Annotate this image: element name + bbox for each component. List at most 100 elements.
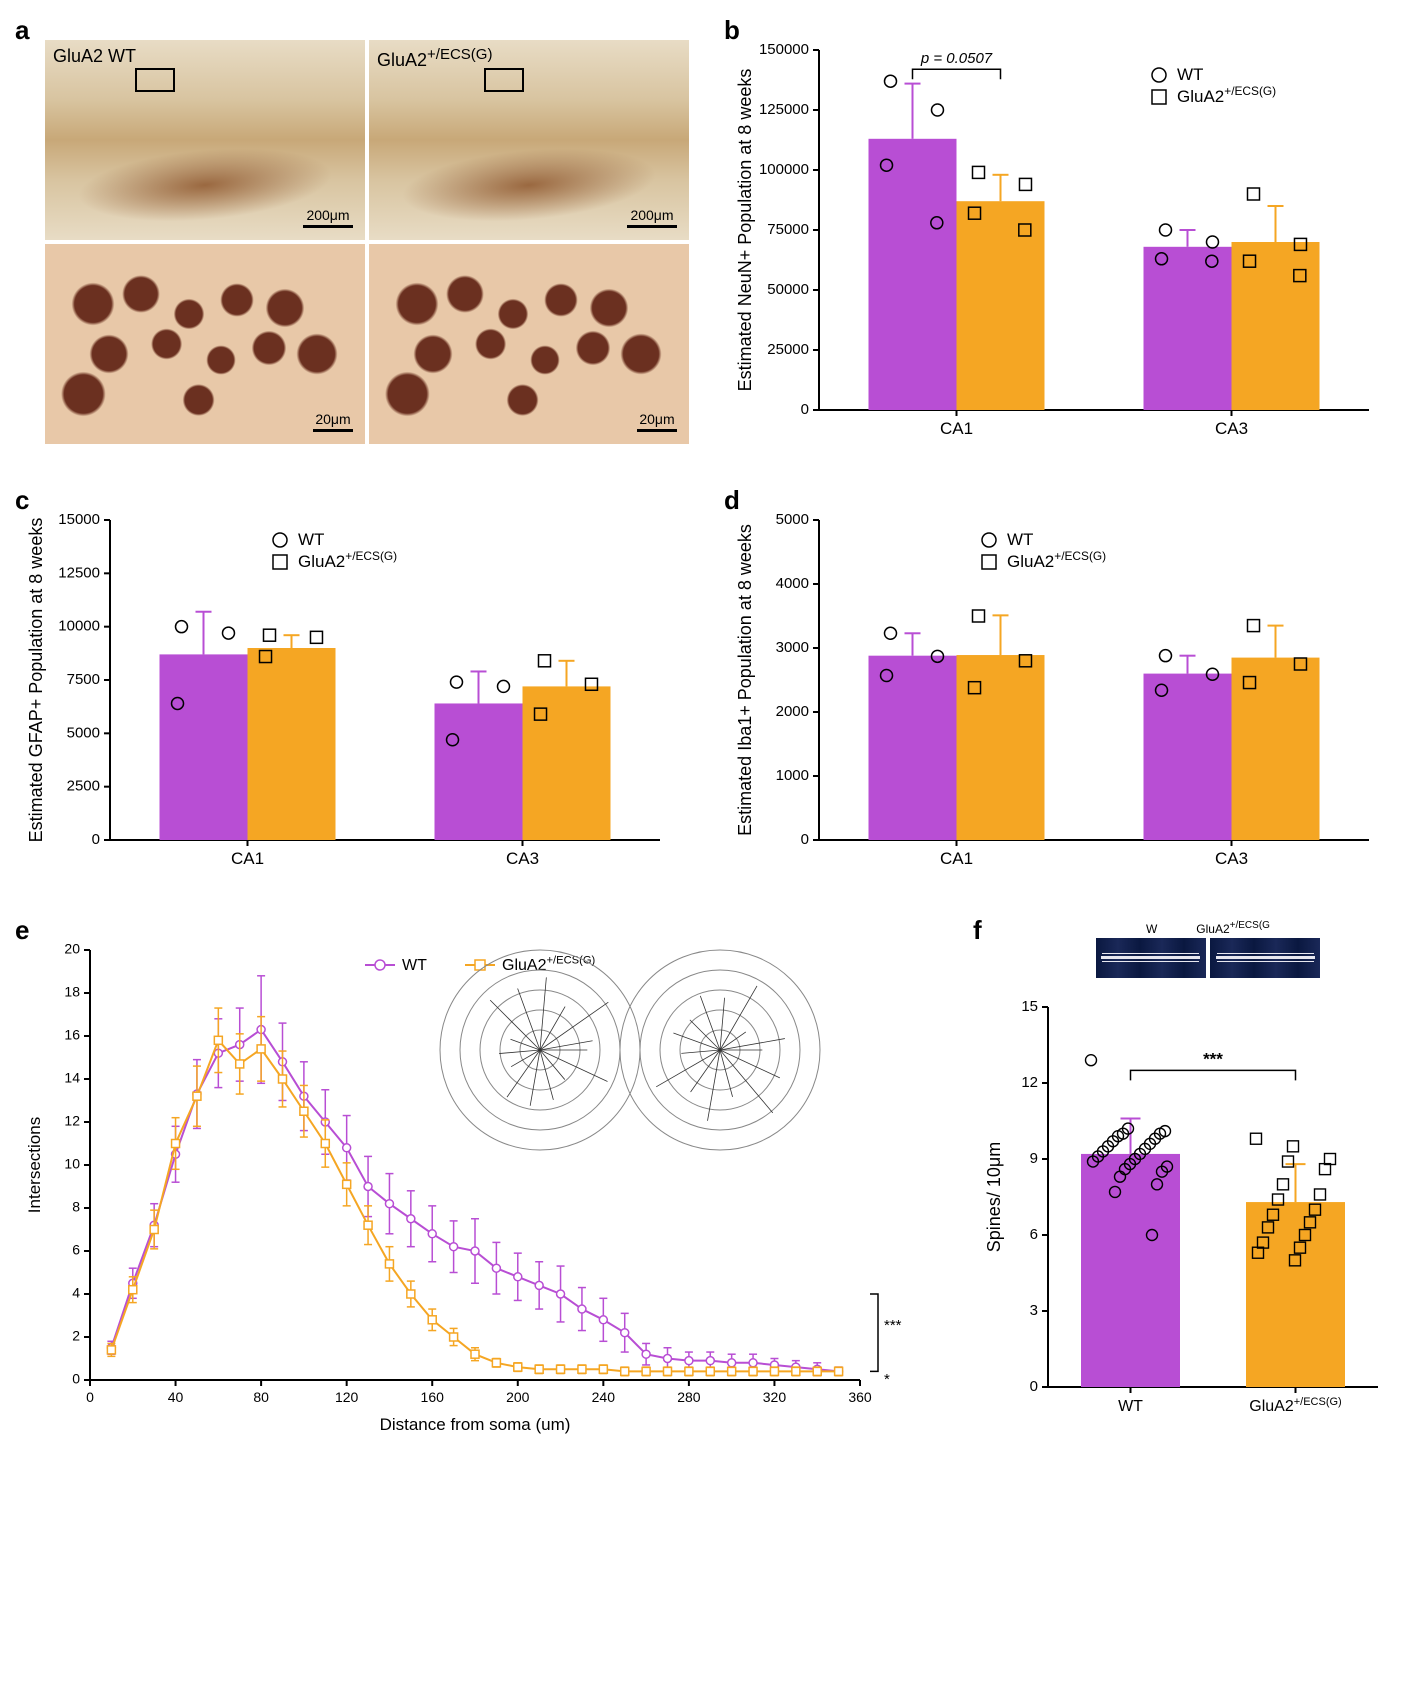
svg-text:***: *** <box>1203 1049 1223 1068</box>
svg-text:WT: WT <box>1118 1398 1143 1415</box>
svg-text:50000: 50000 <box>767 281 809 298</box>
svg-text:CA3: CA3 <box>506 849 539 868</box>
chart-e: 0246810121416182004080120160200240280320… <box>20 920 920 1440</box>
svg-text:0: 0 <box>92 831 100 848</box>
svg-text:280: 280 <box>677 1389 701 1405</box>
svg-text:GluA2+/ECS(G): GluA2+/ECS(G) <box>1007 549 1106 571</box>
dendrite-img-wt <box>1096 938 1206 978</box>
panel-c-label: c <box>15 485 29 516</box>
dendrite-label-wt: W <box>1146 922 1157 936</box>
panel-e: e 02468101214161820040801201602002402803… <box>20 920 938 1440</box>
svg-text:WT: WT <box>402 957 427 974</box>
panel-a-label: a <box>15 15 29 46</box>
svg-text:GluA2+/ECS(G): GluA2+/ECS(G) <box>1249 1396 1341 1415</box>
svg-text:CA3: CA3 <box>1215 849 1248 868</box>
panel-f-label: f <box>973 915 982 946</box>
svg-text:CA1: CA1 <box>231 849 264 868</box>
svg-text:15000: 15000 <box>58 511 100 528</box>
svg-text:18: 18 <box>64 984 80 1000</box>
micrograph-grid: GluA2 WT 200μm GluA2+/ECS(G) 200μm 20μm … <box>45 40 689 444</box>
svg-text:7500: 7500 <box>67 671 100 688</box>
chart-c: 0250050007500100001250015000Estimated GF… <box>20 490 680 890</box>
micrograph-label-wt: GluA2 WT <box>53 46 136 67</box>
micrograph-label-glua2: GluA2+/ECS(G) <box>377 46 492 71</box>
svg-text:WT: WT <box>1007 530 1033 549</box>
svg-text:120: 120 <box>335 1389 359 1405</box>
svg-text:CA1: CA1 <box>940 419 973 438</box>
svg-text:*: * <box>884 1371 890 1388</box>
dendrite-img-glua2 <box>1210 938 1320 978</box>
svg-text:Spines/ 10μm: Spines/ 10μm <box>984 1142 1004 1252</box>
svg-text:WT: WT <box>298 530 324 549</box>
svg-text:2: 2 <box>72 1328 80 1344</box>
svg-text:2000: 2000 <box>776 703 809 720</box>
panel-d: d 010002000300040005000Estimated Iba1+ P… <box>729 490 1398 890</box>
svg-text:4: 4 <box>72 1285 80 1301</box>
svg-text:75000: 75000 <box>767 221 809 238</box>
svg-text:10: 10 <box>64 1156 80 1172</box>
svg-text:Estimated GFAP+ Population at: Estimated GFAP+ Population at 8 weeks <box>26 518 46 843</box>
svg-text:GluA2+/ECS(G): GluA2+/ECS(G) <box>1177 84 1276 106</box>
svg-text:Distance from soma (um): Distance from soma (um) <box>380 1415 571 1434</box>
svg-text:200: 200 <box>506 1389 530 1405</box>
panel-b: b 0250005000075000100000125000150000Esti… <box>729 20 1398 460</box>
svg-text:12: 12 <box>1021 1074 1038 1091</box>
dendrite-images: W GluA2+/ECS(G <box>978 920 1398 983</box>
svg-text:360: 360 <box>848 1389 872 1405</box>
svg-text:160: 160 <box>421 1389 445 1405</box>
svg-text:3: 3 <box>1030 1302 1038 1319</box>
svg-text:8: 8 <box>72 1199 80 1215</box>
panel-c: c 0250050007500100001250015000Estimated … <box>20 490 689 890</box>
panel-b-label: b <box>724 15 740 46</box>
svg-text:0: 0 <box>1030 1378 1038 1395</box>
svg-text:Estimated Iba1+ Population at: Estimated Iba1+ Population at 8 weeks <box>735 524 755 836</box>
svg-text:6: 6 <box>72 1242 80 1258</box>
panel-e-label: e <box>15 915 29 946</box>
micrograph-wt-hippocampus: GluA2 WT 200μm <box>45 40 365 240</box>
scale-bar: 200μm <box>303 207 353 228</box>
svg-text:125000: 125000 <box>759 101 809 118</box>
svg-text:320: 320 <box>763 1389 787 1405</box>
micrograph-glua2-ca1: 20μm <box>369 244 689 444</box>
svg-text:2500: 2500 <box>67 778 100 795</box>
svg-text:25000: 25000 <box>767 341 809 358</box>
micrograph-glua2-hippocampus: GluA2+/ECS(G) 200μm <box>369 40 689 240</box>
figure-grid: a GluA2 WT 200μm GluA2+/ECS(G) 200μm 20μ… <box>20 20 1398 1440</box>
svg-text:GluA2+/ECS(G): GluA2+/ECS(G) <box>298 549 397 571</box>
svg-text:240: 240 <box>592 1389 616 1405</box>
chart-f: 03691215Spines/ 10μmWTGluA2+/ECS(G)*** <box>978 987 1398 1437</box>
svg-text:6: 6 <box>1030 1226 1038 1243</box>
roi-box-wt <box>135 68 175 92</box>
svg-text:CA3: CA3 <box>1215 419 1248 438</box>
micrograph-wt-ca1: 20μm <box>45 244 365 444</box>
dendrite-label-glua2: GluA2+/ECS(G <box>1196 922 1270 936</box>
svg-text:1000: 1000 <box>776 767 809 784</box>
svg-text:100000: 100000 <box>759 161 809 178</box>
scale-bar: 20μm <box>313 411 353 432</box>
svg-text:80: 80 <box>253 1389 269 1405</box>
svg-text:CA1: CA1 <box>940 849 973 868</box>
svg-text:Estimated NeuN+ Population at: Estimated NeuN+ Population at 8 weeks <box>735 69 755 392</box>
svg-text:5000: 5000 <box>776 511 809 528</box>
panel-f: f W GluA2+/ECS(G 03691215Spines/ 10μmWTG… <box>978 920 1398 1440</box>
svg-text:GluA2+/ECS(G): GluA2+/ECS(G) <box>502 955 596 974</box>
bottom-row: e 02468101214161820040801201602002402803… <box>20 920 1398 1440</box>
scale-bar: 20μm <box>637 411 677 432</box>
svg-text:10000: 10000 <box>58 618 100 635</box>
svg-text:WT: WT <box>1177 65 1203 84</box>
svg-text:12: 12 <box>64 1113 80 1129</box>
svg-text:0: 0 <box>86 1389 94 1405</box>
svg-text:15: 15 <box>1021 998 1038 1015</box>
svg-text:0: 0 <box>72 1371 80 1387</box>
svg-text:***: *** <box>884 1317 902 1334</box>
svg-text:3000: 3000 <box>776 639 809 656</box>
scale-bar: 200μm <box>627 207 677 228</box>
roi-box-glua2 <box>484 68 524 92</box>
svg-text:16: 16 <box>64 1027 80 1043</box>
svg-text:Intersections: Intersections <box>25 1117 44 1213</box>
svg-text:4000: 4000 <box>776 575 809 592</box>
chart-d: 0 1000 2000 3000 4000 5000 Estimated Iba1+ Pop… <box>729 490 1389 890</box>
svg-text:0: 0 <box>801 401 809 418</box>
svg-text:0: 0 <box>801 831 809 848</box>
svg-text:40: 40 <box>168 1389 184 1405</box>
